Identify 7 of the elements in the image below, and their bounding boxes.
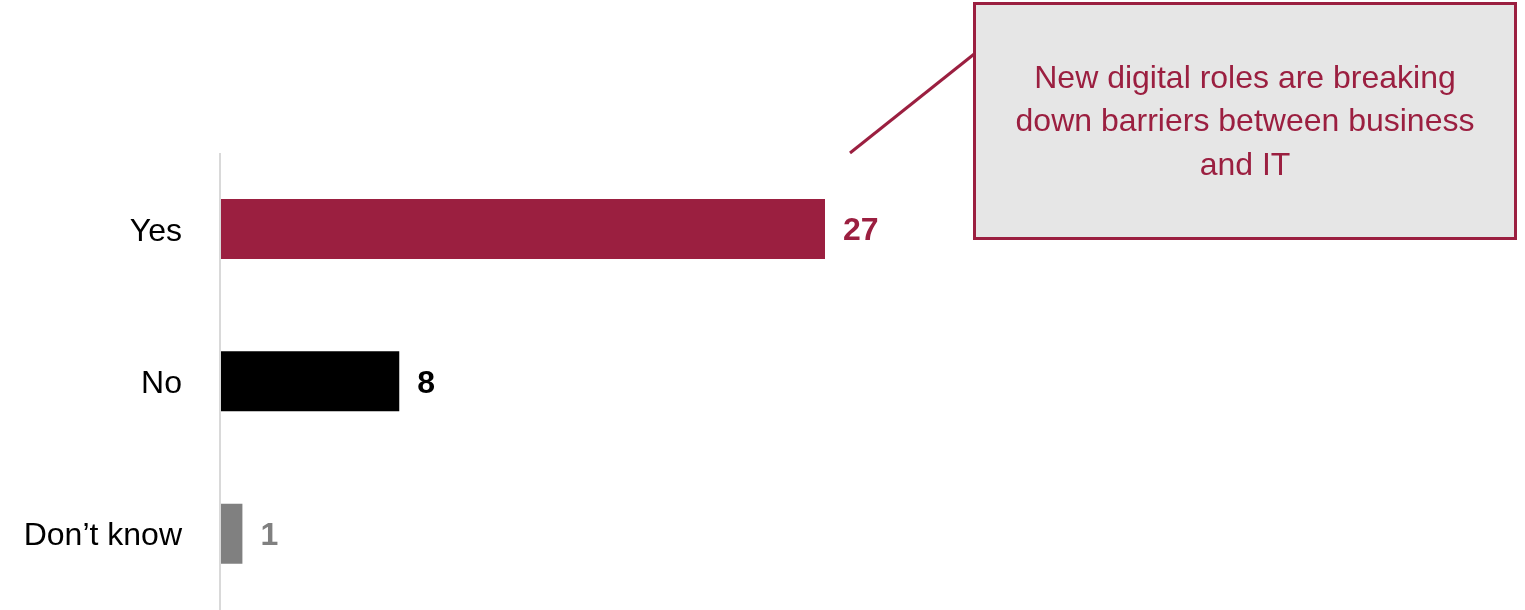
y-tick-label: No (141, 363, 182, 400)
callout-box: New digital roles are breaking down barriers between business and IT (973, 2, 1517, 240)
y-tick-label: Yes (129, 211, 182, 248)
data-label: 1 (260, 515, 279, 552)
data-label: 27 (843, 211, 879, 248)
data-label: 8 (417, 363, 436, 400)
y-tick-label: Don’t know (23, 516, 183, 553)
